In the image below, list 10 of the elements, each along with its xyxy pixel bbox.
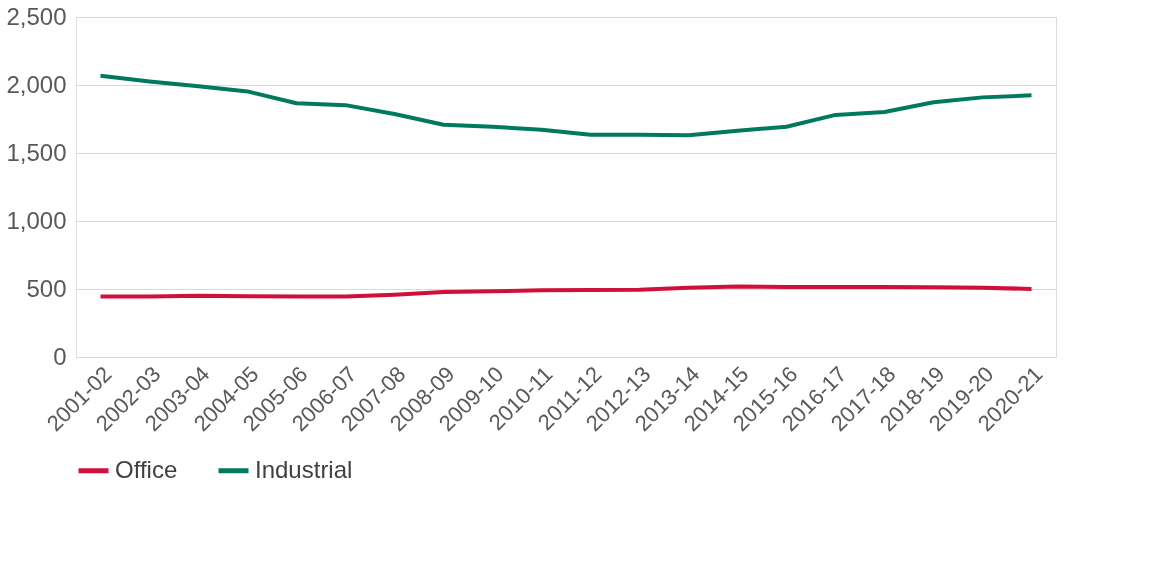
y-tick-label: 1,500 <box>6 138 67 166</box>
y-tick-label: 0 <box>53 342 67 370</box>
legend-label: Industrial <box>255 455 353 483</box>
y-tick-label: 1,000 <box>6 206 67 234</box>
y-tick-label: 500 <box>26 274 67 302</box>
y-tick-label: 2,000 <box>6 70 67 98</box>
y-tick-label: 2,500 <box>6 2 67 30</box>
line-series <box>98 73 1034 138</box>
legend-label: Office <box>115 455 178 483</box>
line-series <box>98 284 1034 299</box>
